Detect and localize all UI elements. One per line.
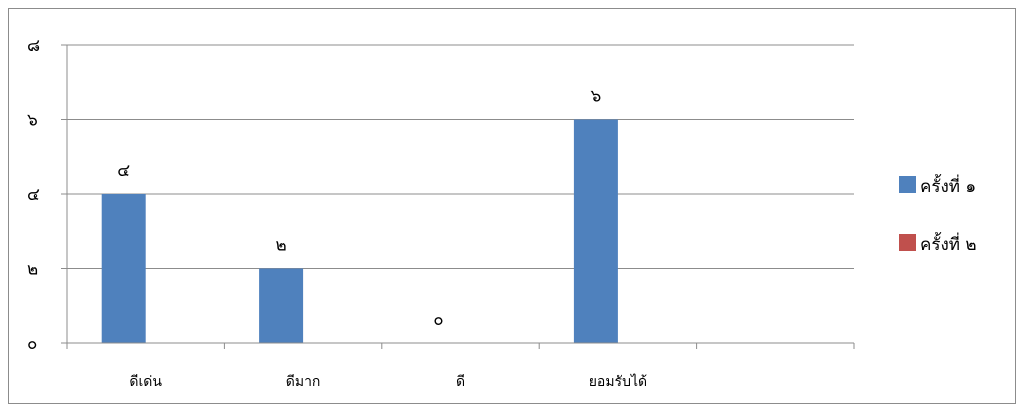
x-category-label-3: ยอมรับได้ bbox=[589, 373, 647, 390]
data-label-1: ๒ bbox=[275, 236, 286, 256]
y-tick-label-2: ๔ bbox=[27, 185, 40, 205]
y-tick-label-1: ๒ bbox=[27, 260, 38, 280]
legend: ครั้งที่ ๑ครั้งที่ ๒ bbox=[899, 174, 977, 255]
gridlines bbox=[67, 45, 854, 269]
bars bbox=[102, 120, 618, 344]
x-category-label-2: ดี bbox=[456, 374, 465, 390]
data-label-3: ๖ bbox=[591, 87, 602, 107]
y-tick-label-4: ๘ bbox=[27, 36, 40, 56]
bar-0-0 bbox=[102, 194, 146, 343]
data-label-0: ๔ bbox=[117, 161, 130, 181]
bar-0-1 bbox=[259, 269, 303, 344]
legend-label-0: ครั้งที่ ๑ bbox=[920, 174, 976, 197]
axes: ๐ ๒ ๔ ๖ ๘ดีเด่น ดีมาก ดี ยอมรับได้ bbox=[27, 36, 854, 390]
data-label-2: ๐ bbox=[433, 310, 443, 330]
bar-chart: ๐ ๒ ๔ ๖ ๘ดีเด่น ดีมาก ดี ยอมรับได้ ๔๒๐ ๖ ครั้งที… bbox=[9, 9, 1015, 403]
legend-label-1: ครั้งที่ ๒ bbox=[920, 232, 977, 255]
legend-swatch-0 bbox=[899, 176, 916, 193]
legend-swatch-1 bbox=[899, 234, 916, 251]
x-category-label-0: ดีเด่น bbox=[129, 374, 162, 390]
y-tick-label-3: ๖ bbox=[27, 111, 38, 131]
bar-0-3 bbox=[574, 120, 618, 344]
x-category-label-1: ดีมาก bbox=[286, 374, 321, 390]
y-tick-label-0: ๐ bbox=[27, 334, 37, 354]
chart-frame: ๐ ๒ ๔ ๖ ๘ดีเด่น ดีมาก ดี ยอมรับได้ ๔๒๐ ๖ ครั้งที… bbox=[8, 8, 1016, 404]
data-labels: ๔๒๐ ๖ bbox=[117, 87, 601, 331]
